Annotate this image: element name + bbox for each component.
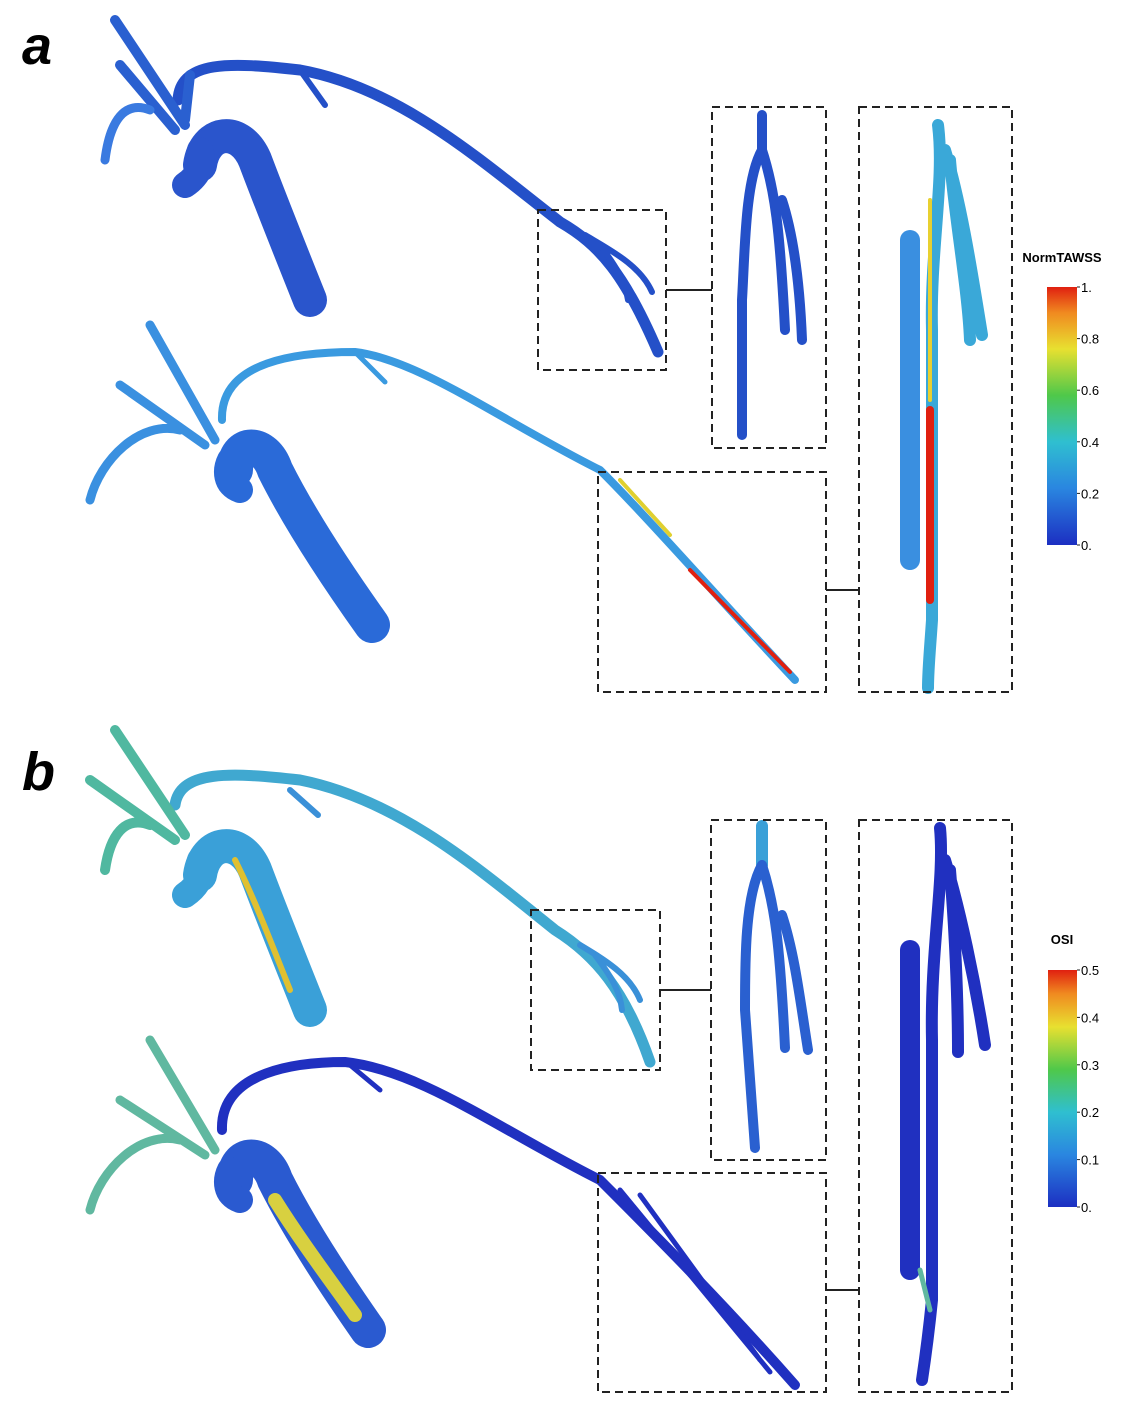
inset (737, 110, 988, 694)
colorbar (1047, 287, 1077, 545)
colorbar-tick-label: 0.2 (1081, 1105, 1099, 1120)
colorbar-tick-label: 0.5 (1081, 963, 1099, 978)
colorbar-tick-label: 0.8 (1081, 332, 1099, 347)
colorbar-tick-label: 0.4 (1081, 1010, 1099, 1025)
colorbar-tick-label: 0.4 (1081, 435, 1099, 450)
colorbar-tick-label: 0. (1081, 1200, 1092, 1215)
panel-label: b (22, 742, 55, 802)
panel-label: a (22, 16, 52, 76)
colorbar (1048, 970, 1077, 1207)
colorbar-tick-label: 0. (1081, 538, 1092, 553)
colorbar-title: OSI (1051, 932, 1073, 947)
inset (740, 820, 991, 1386)
colorbar-tick-label: 0.3 (1081, 1058, 1099, 1073)
vessel-model (85, 320, 799, 684)
colorbar-tick-label: 0.2 (1081, 486, 1099, 501)
colorbar-title: NormTAWSS (1022, 250, 1102, 265)
vessel-model (85, 1035, 800, 1390)
zoom-frames (530, 106, 1013, 1393)
colorbar-tick-label: 0.1 (1081, 1153, 1099, 1168)
vessel-model (100, 15, 664, 358)
colorbar-tick-label: 1. (1081, 280, 1092, 295)
vessel-model (85, 725, 656, 1068)
colorbar-tick-label: 0.6 (1081, 383, 1099, 398)
